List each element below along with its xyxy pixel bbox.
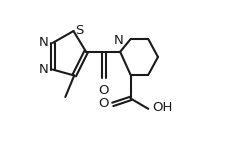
Text: N: N (114, 34, 123, 47)
Text: O: O (99, 97, 109, 110)
Text: O: O (99, 84, 109, 97)
Text: N: N (39, 63, 49, 76)
Text: N: N (39, 36, 49, 49)
Text: OH: OH (152, 101, 173, 114)
Text: S: S (75, 24, 84, 37)
